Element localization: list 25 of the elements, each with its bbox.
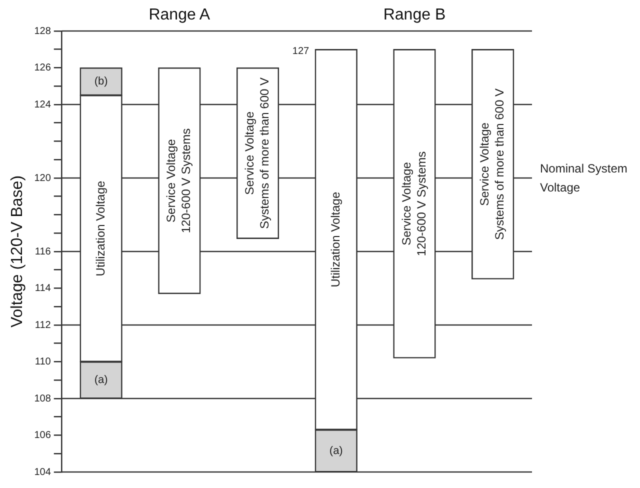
ref-line-label: Nominal System Voltage [540,161,628,194]
data-label: Utilization Voltage [93,180,108,276]
text: Range B [383,6,446,24]
y-tick-label: 108 [34,393,52,404]
y-tick-label: 114 [34,283,52,294]
y-tick-label: 106 [34,430,52,441]
data-label: Service Voltage 120-600 V Systems [399,151,428,256]
data-label: (b) [94,76,108,88]
text: Range A [148,6,210,24]
y-tick-label: 116 [34,246,52,258]
data-label: Service Voltage Systems of more than 600 V [478,88,507,240]
y-tick-label: 124 [34,99,52,110]
y-tick-label: 120 [34,172,52,184]
y-tick-label: 128 [34,26,52,37]
y-tick-label: 110 [34,356,52,368]
y-tick-label: 112 [34,320,52,331]
y-tick-label: 126 [34,62,52,74]
y-axis-title: Voltage (120-V Base) [9,175,26,328]
y-tick-label: 104 [34,466,52,478]
data-label: Service Voltage Systems of more than 600 V [242,77,272,229]
data-label: (a) [329,444,343,457]
data-label: Service Voltage 120-600 V Systems [164,128,194,234]
annotation: 127 [292,46,310,58]
data-label: Utilization Voltage [328,192,342,288]
data-label: (a) [94,374,108,386]
